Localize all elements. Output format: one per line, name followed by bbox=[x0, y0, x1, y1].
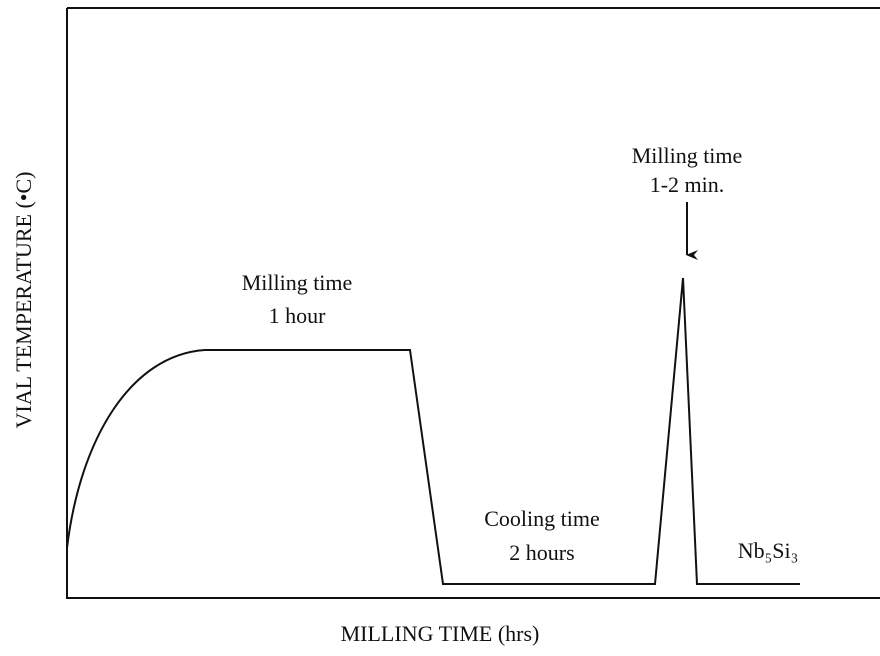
axes-frame bbox=[66, 7, 880, 599]
x-axis-label: MILLING TIME (hrs) bbox=[341, 621, 540, 646]
y-axis-label: VIAL TEMPERATURE (•C) bbox=[11, 171, 36, 428]
annotation: Cooling time bbox=[484, 506, 600, 531]
annotation: Milling time bbox=[242, 270, 353, 295]
annotation: Milling time bbox=[632, 143, 743, 168]
annotation: 2 hours bbox=[509, 540, 574, 565]
annotation: 1-2 min. bbox=[650, 172, 725, 197]
temperature-curve bbox=[66, 277, 800, 585]
annotation: 1 hour bbox=[269, 303, 327, 328]
annotation: Nb₅Si₃ bbox=[738, 538, 799, 563]
